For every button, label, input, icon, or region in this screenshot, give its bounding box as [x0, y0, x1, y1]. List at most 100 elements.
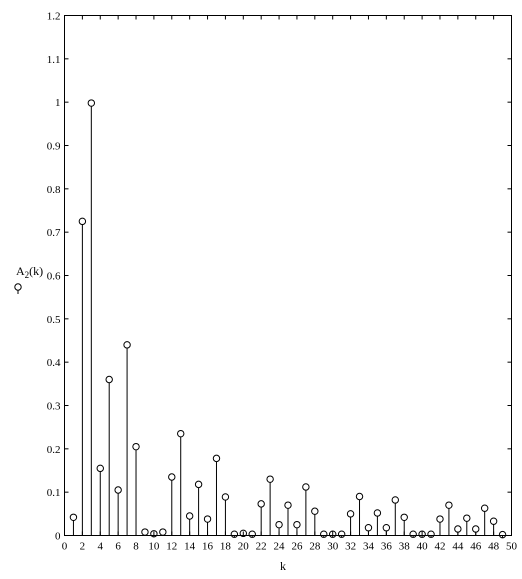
- y-tick-label: 0.2: [47, 444, 61, 456]
- y-tick-label: 1.2: [47, 11, 61, 23]
- x-tick-label: 12: [166, 541, 177, 553]
- x-axis-label: k: [280, 559, 286, 573]
- stem-marker: [239, 529, 248, 538]
- y-tick-label: 0: [55, 531, 61, 543]
- stem-point: [427, 530, 435, 538]
- stem-marker: [418, 530, 426, 538]
- stem-marker: [150, 530, 158, 538]
- stem-marker: [275, 520, 283, 529]
- x-tick-label: 20: [238, 541, 250, 553]
- x-tick-label: 4: [98, 541, 104, 553]
- y-tick-label: 0.1: [47, 487, 61, 499]
- stem-point: [346, 510, 355, 536]
- stem-point: [284, 501, 292, 536]
- stem-point: [364, 524, 373, 536]
- stem-point: [212, 454, 221, 536]
- stem-point: [382, 524, 391, 536]
- stem-point: [337, 530, 346, 538]
- stem-point: [275, 520, 283, 536]
- stem-marker: [320, 530, 328, 538]
- y-tick-label: 0.3: [47, 401, 61, 413]
- y-tick-label: 0.4: [47, 357, 61, 369]
- stem-marker: [302, 483, 310, 491]
- stem-point: [472, 525, 480, 536]
- stem-point: [355, 492, 364, 536]
- stem-marker: [69, 513, 78, 521]
- stem-marker: [203, 515, 212, 523]
- x-tick-label: 28: [309, 541, 321, 553]
- x-tick-label: 14: [184, 541, 196, 553]
- x-tick-label: 40: [417, 541, 429, 553]
- y-tick-label: 1.1: [47, 54, 61, 66]
- y-axis-label: A2(k): [16, 264, 43, 280]
- stem-marker: [78, 217, 87, 226]
- stem-point: [498, 530, 507, 539]
- stem-point: [454, 525, 462, 536]
- y-axis: 0 0.1 0.2 0.3 0.4 0.5 0.6 0.7 0.8 0.9 1 1.1 1.2: [47, 11, 512, 543]
- y-axis-label-suffix: (k): [29, 264, 43, 278]
- x-tick-label: 0: [62, 541, 68, 553]
- y-tick-label: 0.6: [47, 271, 61, 283]
- stem-marker: [480, 504, 489, 512]
- x-tick-label: 30: [327, 541, 339, 553]
- x-tick-label: 2: [80, 541, 86, 553]
- stem-point: [418, 530, 426, 538]
- x-tick-label: 22: [256, 541, 267, 553]
- stem-point: [185, 512, 194, 536]
- stem-point: [480, 504, 489, 536]
- stem-point: [445, 501, 453, 536]
- x-axis: 0 2 4 6 8 10 12 14 16 18 20 22 24 26 28 30 32 34 36 38 40 42 4…: [62, 15, 518, 553]
- stem-point: [96, 464, 104, 536]
- stem-marker: [337, 530, 346, 538]
- stem-marker: [472, 525, 480, 533]
- stem-marker: [159, 528, 167, 536]
- stem-point: [248, 530, 256, 538]
- legend-marker: [14, 283, 22, 291]
- stem-marker: [346, 510, 355, 518]
- x-tick-label: 48: [488, 541, 500, 553]
- stem-marker: [311, 507, 319, 515]
- y-tick-label: 0.7: [47, 227, 61, 239]
- x-tick-label: 38: [399, 541, 411, 553]
- stem-marker: [382, 524, 391, 532]
- stem-marker: [114, 486, 122, 494]
- stem-marker: [230, 530, 239, 538]
- x-tick-label: 42: [434, 541, 445, 553]
- stem-marker: [400, 513, 408, 521]
- y-tick-label: 0.5: [47, 314, 61, 326]
- stem-marker: [364, 524, 373, 532]
- stem-point: [436, 515, 444, 536]
- stem-point: [302, 483, 310, 536]
- stem-marker: [123, 341, 131, 349]
- stem-marker: [132, 442, 140, 451]
- stem-point: [329, 530, 337, 538]
- x-tick-label: 24: [274, 541, 286, 553]
- stem-marker: [168, 473, 176, 481]
- stem-marker: [373, 509, 382, 517]
- y-tick-label: 1: [55, 97, 61, 109]
- stem-point: [400, 513, 408, 536]
- x-tick-label: 50: [506, 541, 518, 553]
- x-tick-label: 18: [220, 541, 232, 553]
- stem-marker: [284, 501, 292, 509]
- stem-marker: [454, 525, 462, 533]
- stem-point: [266, 475, 274, 536]
- x-tick-label: 44: [452, 541, 464, 553]
- data-series: [69, 99, 507, 539]
- stem-point: [114, 486, 122, 536]
- x-tick-label: 34: [363, 541, 375, 553]
- stem-point: [168, 473, 176, 536]
- y-tick-label: 0.9: [47, 141, 61, 153]
- stem-point: [87, 99, 96, 536]
- y-axis-label-subscript: 2: [25, 270, 30, 280]
- stem-point: [159, 528, 167, 536]
- stem-marker: [436, 515, 444, 523]
- x-tick-label: 8: [133, 541, 139, 553]
- stem-marker: [489, 517, 498, 525]
- stem-point: [105, 375, 113, 536]
- x-tick-label: 32: [345, 541, 356, 553]
- stem-point: [221, 493, 230, 536]
- stem-point: [409, 530, 417, 538]
- stem-marker: [96, 464, 104, 473]
- stem-marker: [141, 528, 149, 536]
